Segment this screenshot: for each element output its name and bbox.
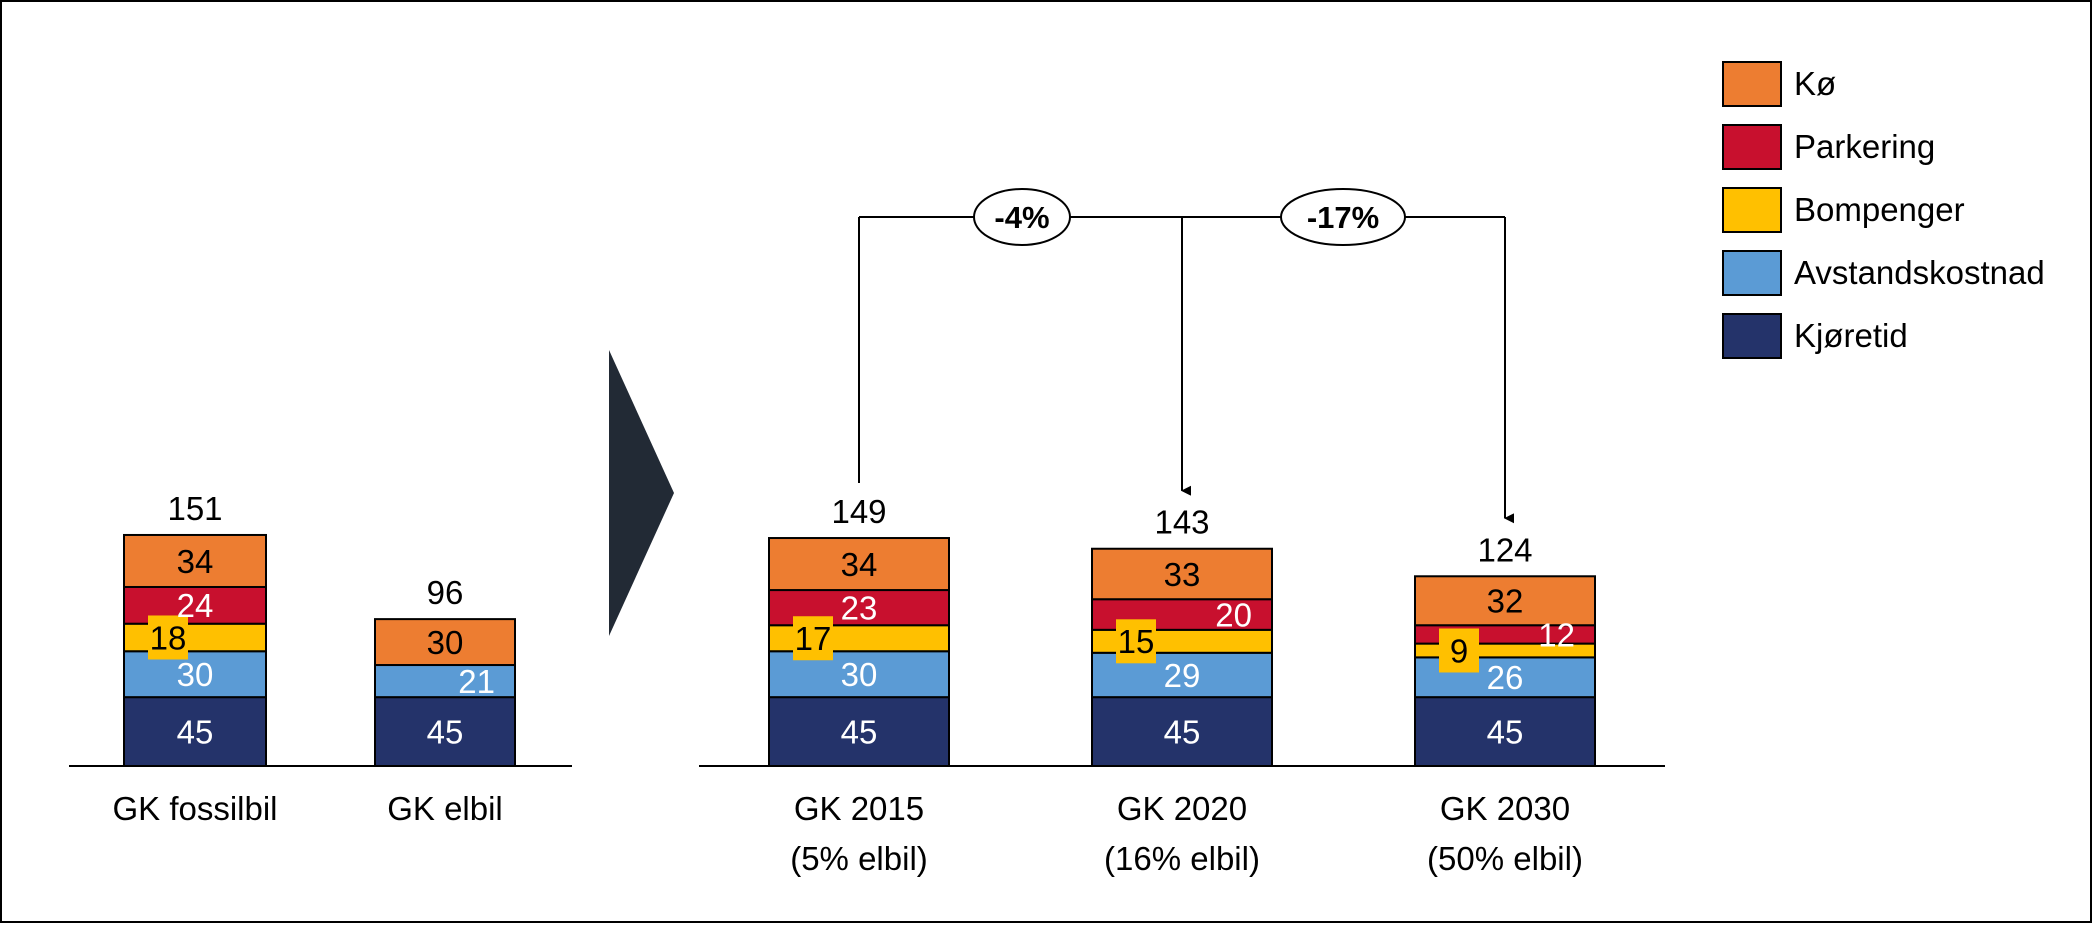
data-label-tag [1439,628,1479,673]
category-label: GK elbil [387,790,503,827]
change-label: -4% [994,200,1049,235]
data-label: 9 [1450,632,1468,669]
data-label: 34 [177,543,214,580]
data-label: 34 [841,546,878,583]
legend-swatch [1722,187,1782,233]
data-label: 30 [841,656,878,693]
total-label: 151 [167,490,222,527]
bar-segment-kø [374,618,516,667]
data-label: 20 [1215,596,1252,633]
legend-swatch [1722,313,1782,359]
data-label: 23 [841,590,878,627]
bar-segment-parkering [1091,598,1273,631]
data-label: 12 [1538,616,1575,653]
bar-segment-bompenger [123,622,267,653]
bar-segment-kjøretid [1091,696,1273,768]
category-sublabel: (50% elbil) [1427,840,1583,877]
data-label: 26 [1487,659,1524,696]
category-label: GK 2030 [1440,790,1570,827]
data-label: 30 [427,624,464,661]
change-badge [973,188,1071,246]
data-label: 33 [1164,556,1201,593]
legend-label: Kjøretid [1794,317,1908,354]
legend: Kø Parkering Bompenger Avstandskostnad Kjøre… [1722,61,2045,359]
total-label: 124 [1477,531,1532,568]
annotations-layer: -4% -17% [858,188,1514,524]
data-label: 32 [1487,583,1524,620]
legend-swatch [1722,61,1782,107]
total-label: 143 [1154,504,1209,541]
data-label-tag [793,616,833,661]
data-label: 18 [150,619,187,656]
bar-segment-kjøretid [123,696,267,768]
category-label: GK fossilbil [112,790,277,827]
legend-swatch [1722,124,1782,170]
bar-segment-kjøretid [1414,696,1596,768]
bars-layer: 4530182434151452130964530172334149452915… [123,490,1596,768]
data-label: 17 [795,620,832,657]
axis-layer: GK fossilbil GK elbil GK 2015 (5% elbil) GK … [69,765,1665,877]
bar-segment-avstandskostnad [123,650,267,699]
data-label-tag [1116,619,1156,664]
bar-segment-avstandskostnad [374,664,516,699]
legend-label: Avstandskostnad [1794,254,2045,291]
data-label: 45 [841,713,878,750]
change-badge [1280,188,1406,246]
legend-label: Parkering [1794,128,1935,165]
data-label: 21 [458,663,495,700]
data-label: 30 [177,656,214,693]
legend-swatch [1722,250,1782,296]
category-label: GK 2015 [794,790,924,827]
bar-segment-kø [768,537,950,592]
data-label: 45 [1487,713,1524,750]
change-label: -17% [1307,200,1379,235]
bar-segment-kø [1414,575,1596,627]
data-label: 45 [177,713,214,750]
bar-segment-kjøretid [768,696,950,768]
data-label: 45 [427,713,464,750]
data-label-tag [148,615,188,660]
total-label: 149 [831,493,886,530]
data-label: 24 [177,587,214,624]
legend-label: Bompenger [1794,191,1965,228]
bar-segment-kø [1091,547,1273,601]
bar-segment-kø [123,533,267,588]
data-label: 45 [1164,713,1201,750]
data-label: 29 [1164,657,1201,694]
category-label: GK 2020 [1117,790,1247,827]
arrow-chevron-shape [609,350,674,636]
data-label: 15 [1118,623,1155,660]
category-sublabel: (5% elbil) [790,840,928,877]
total-label: 96 [427,574,464,611]
legend-label: Kø [1794,65,1836,102]
category-sublabel: (16% elbil) [1104,840,1260,877]
